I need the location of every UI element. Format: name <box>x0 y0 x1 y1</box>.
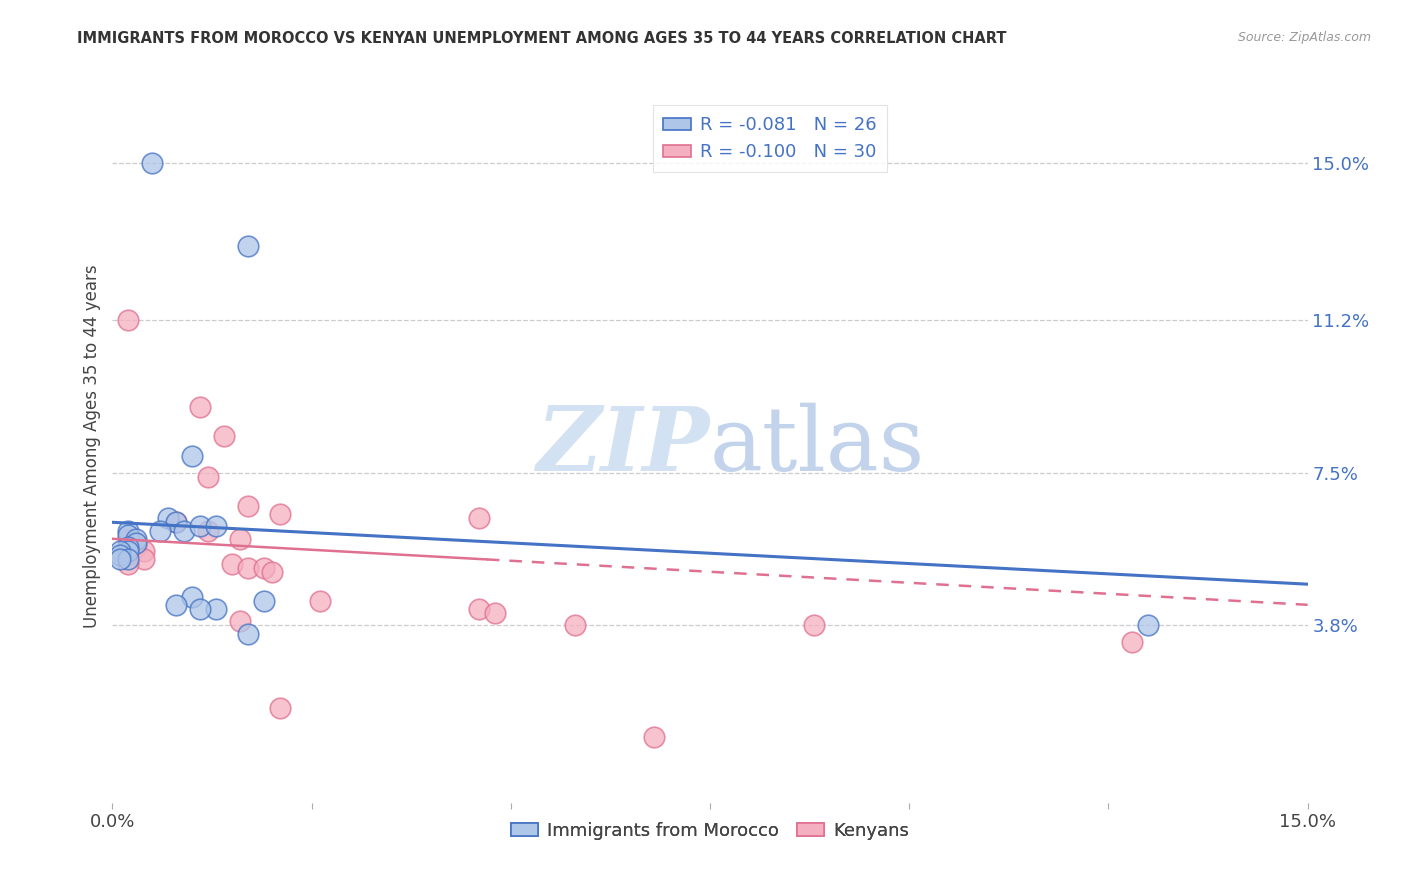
Point <box>253 593 276 607</box>
Point <box>117 524 139 538</box>
Point <box>260 565 283 579</box>
Point <box>468 511 491 525</box>
Point <box>236 239 259 253</box>
Point <box>157 511 180 525</box>
Point <box>173 524 195 538</box>
Point <box>229 532 252 546</box>
Text: atlas: atlas <box>710 402 925 490</box>
Point <box>117 557 139 571</box>
Point <box>1137 618 1160 632</box>
Point <box>1121 635 1143 649</box>
Point <box>117 549 139 563</box>
Point <box>643 730 665 744</box>
Point <box>134 544 156 558</box>
Legend: Immigrants from Morocco, Kenyans: Immigrants from Morocco, Kenyans <box>503 815 917 847</box>
Point <box>212 428 235 442</box>
Point <box>110 544 132 558</box>
Point <box>117 540 139 554</box>
Point <box>236 499 259 513</box>
Point <box>468 602 491 616</box>
Point <box>117 313 139 327</box>
Point <box>117 532 139 546</box>
Point <box>221 557 243 571</box>
Point <box>308 593 330 607</box>
Point <box>803 618 825 632</box>
Point <box>269 701 291 715</box>
Point <box>134 552 156 566</box>
Point <box>236 560 259 574</box>
Point <box>125 536 148 550</box>
Point <box>165 516 187 530</box>
Point <box>253 560 276 574</box>
Point <box>141 156 163 170</box>
Point <box>110 549 132 563</box>
Point <box>117 552 139 566</box>
Point <box>236 626 259 640</box>
Point <box>165 516 187 530</box>
Text: IMMIGRANTS FROM MOROCCO VS KENYAN UNEMPLOYMENT AMONG AGES 35 TO 44 YEARS CORRELA: IMMIGRANTS FROM MOROCCO VS KENYAN UNEMPL… <box>77 31 1007 46</box>
Point <box>564 618 586 632</box>
Point <box>125 536 148 550</box>
Point <box>197 470 219 484</box>
Point <box>165 598 187 612</box>
Point <box>117 527 139 541</box>
Point <box>181 590 204 604</box>
Point <box>110 552 132 566</box>
Point <box>205 519 228 533</box>
Point <box>188 519 211 533</box>
Point <box>197 524 219 538</box>
Y-axis label: Unemployment Among Ages 35 to 44 years: Unemployment Among Ages 35 to 44 years <box>83 264 101 628</box>
Point <box>269 507 291 521</box>
Point <box>149 524 172 538</box>
Point <box>229 615 252 629</box>
Point <box>205 602 228 616</box>
Point <box>125 532 148 546</box>
Point <box>188 602 211 616</box>
Point <box>188 400 211 414</box>
Text: Source: ZipAtlas.com: Source: ZipAtlas.com <box>1237 31 1371 45</box>
Text: ZIP: ZIP <box>537 403 710 489</box>
Point <box>117 544 139 558</box>
Point <box>181 450 204 464</box>
Point <box>125 540 148 554</box>
Point <box>484 606 506 620</box>
